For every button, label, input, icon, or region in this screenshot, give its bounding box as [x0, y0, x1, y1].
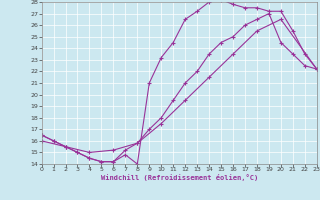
- X-axis label: Windchill (Refroidissement éolien,°C): Windchill (Refroidissement éolien,°C): [100, 174, 258, 181]
